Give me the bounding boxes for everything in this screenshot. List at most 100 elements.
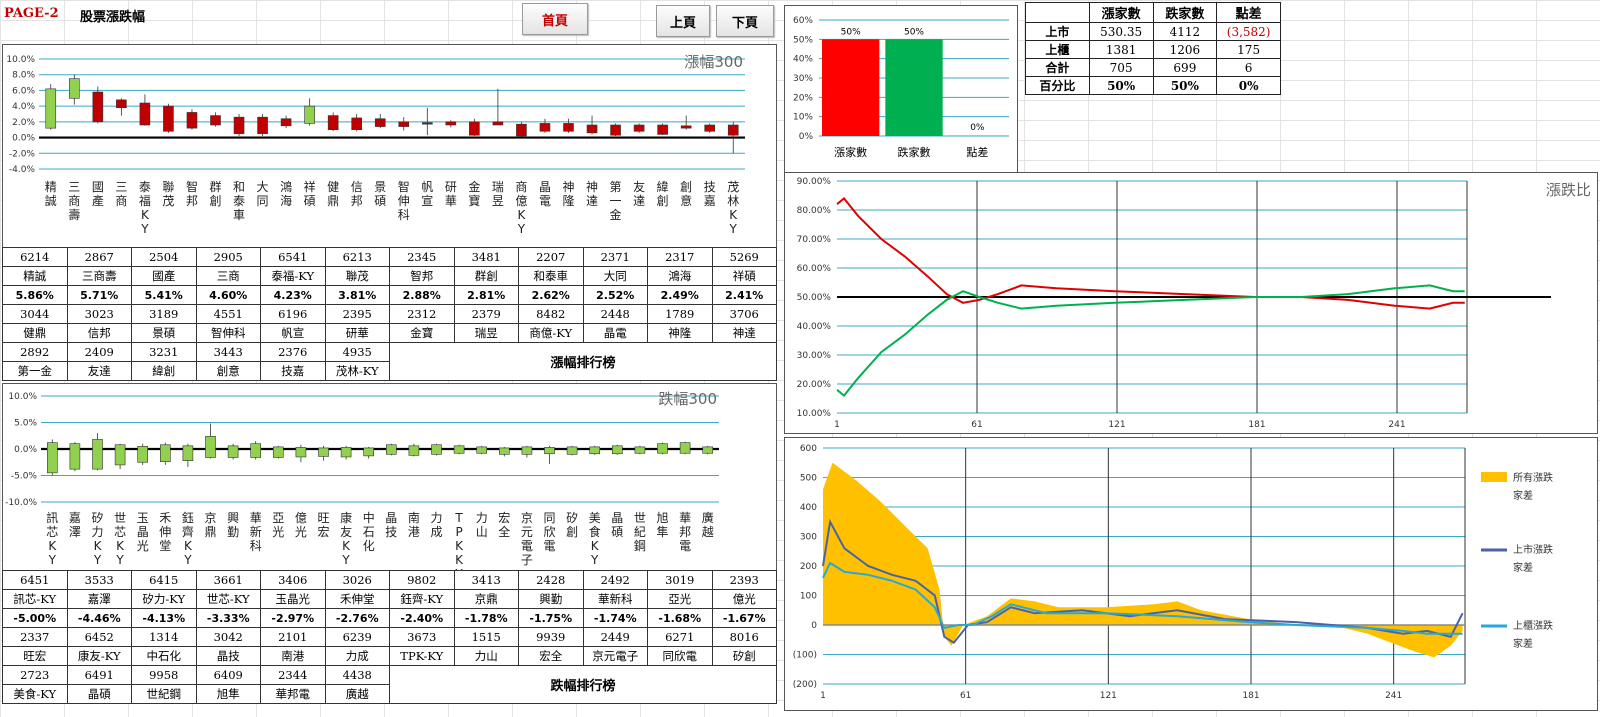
candle-body bbox=[182, 445, 194, 461]
x-category-label: 矽創 bbox=[566, 510, 578, 539]
x-category-label: 點差 bbox=[966, 145, 988, 159]
up-ratio-line bbox=[836, 196, 1465, 310]
fall-ranking-table: 6451 3533 6415 3661 3406 3026 9802 3413 2428 2492… bbox=[2, 570, 777, 704]
x-category-label: 亞光 bbox=[272, 511, 284, 539]
candle-body bbox=[544, 447, 555, 455]
stock-code-cell: 2892 bbox=[2, 342, 68, 362]
down-count-cell: 699 bbox=[1152, 58, 1218, 77]
stock-name-cell: 瑞昱 bbox=[453, 323, 519, 343]
stock-name-cell: 旭隼 bbox=[195, 684, 261, 704]
candle-body bbox=[69, 443, 81, 470]
table-row: 第一金 友達 緯創 創意 技嘉 茂林-KY bbox=[2, 361, 777, 381]
stock-name-cell: 宏全 bbox=[518, 646, 584, 666]
candle-body bbox=[272, 446, 284, 458]
x-category-label: 泰福 K Y bbox=[139, 180, 151, 236]
candle-body bbox=[351, 117, 363, 131]
candle-body bbox=[492, 121, 504, 126]
down-count-cell: 4112 bbox=[1152, 22, 1218, 41]
stock-name-cell: 力山 bbox=[453, 646, 519, 666]
candle-body bbox=[469, 121, 480, 136]
x-category-label: 廣越 bbox=[702, 511, 714, 539]
stock-name-cell: 世紀鋼 bbox=[131, 684, 197, 704]
change-pct-cell: 2.62% bbox=[518, 285, 584, 305]
stock-code-cell: 4438 bbox=[324, 665, 390, 685]
home-button[interactable]: 首頁 bbox=[522, 3, 588, 35]
x-category-label: 旭隼 bbox=[656, 511, 668, 539]
page-title: 股票漲跌幅 bbox=[80, 10, 146, 25]
down-ratio-line bbox=[836, 284, 1465, 398]
y-tick-label: 5.0% bbox=[14, 419, 37, 429]
stock-name-cell: 興勤 bbox=[518, 589, 584, 609]
bar bbox=[822, 39, 880, 137]
stock-code-cell: 3481 bbox=[453, 247, 519, 267]
rise-ranking-table: 6214 2867 2504 2905 6541 6213 2345 3481 2207 2371… bbox=[2, 247, 777, 381]
stock-name-cell: 信邦 bbox=[66, 323, 132, 343]
y-tick-label: (100) bbox=[793, 651, 817, 661]
x-category-label: 宏全 bbox=[498, 510, 510, 539]
x-category-label: 健鼎 bbox=[327, 180, 339, 208]
stock-code-cell: 2101 bbox=[260, 627, 326, 647]
x-category-label: 玉晶光 bbox=[137, 511, 149, 553]
x-category-label: 力山 bbox=[476, 511, 488, 539]
change-pct-cell: -5.00% bbox=[2, 608, 68, 628]
table-row: 美食-KY 晶碩 世紀鋼 旭隼 華邦電 廣越 bbox=[2, 684, 777, 704]
y-tick-label: 10.00% bbox=[797, 409, 832, 419]
x-category-label: 神達 bbox=[586, 180, 598, 208]
x-category-label: 聯茂 bbox=[162, 180, 174, 208]
stock-code-cell: 9958 bbox=[131, 665, 197, 685]
stock-code-cell: 2207 bbox=[518, 247, 584, 267]
rise-chart-panel: 10.0% 8.0% 6.0% 4.0% 2.0% 0.0% -2.0% -4.0% 漲幅300… bbox=[2, 44, 777, 248]
table-row: 3044 3023 3189 4551 6196 2395 2312 2379 8482 2448… bbox=[2, 304, 777, 324]
x-category-label: 信邦 bbox=[351, 180, 363, 208]
x-category-label: 禾伸堂 bbox=[159, 511, 171, 553]
candle-body bbox=[116, 99, 127, 109]
x-category-label: 華邦電 bbox=[679, 511, 691, 553]
table-row: 5.86% 5.71% 5.41% 4.60% 4.23% 3.81% 2.88% 2.81%… bbox=[2, 285, 777, 305]
candle-body bbox=[566, 446, 578, 455]
stock-name-cell: 三商 bbox=[195, 266, 261, 286]
prev-page-button[interactable]: 上頁 bbox=[656, 5, 710, 37]
y-tick-label: 40% bbox=[793, 55, 813, 65]
next-page-button[interactable]: 下頁 bbox=[716, 5, 774, 37]
legend-swatch bbox=[1481, 472, 1507, 482]
x-category-label: 精誠 bbox=[45, 180, 57, 208]
diff-cell: 6 bbox=[1216, 58, 1281, 77]
candle-body bbox=[227, 445, 239, 458]
change-pct-cell: -3.33% bbox=[195, 608, 261, 628]
chart-title: 漲幅300 bbox=[684, 53, 743, 71]
stock-code-cell: 4551 bbox=[195, 304, 261, 324]
stock-name-cell: 智邦 bbox=[389, 266, 455, 286]
candle-body bbox=[385, 444, 397, 455]
candle-body bbox=[398, 121, 410, 127]
stock-name-cell: 智伸科 bbox=[195, 323, 261, 343]
stock-code-cell: 2312 bbox=[389, 304, 455, 324]
change-pct-cell: -1.68% bbox=[647, 608, 713, 628]
x-category-label: 漲家數 bbox=[834, 145, 867, 159]
table-row: 合計 705 699 6 bbox=[1025, 58, 1281, 77]
candle-body bbox=[340, 447, 352, 458]
table-row: 訊芯-KY 嘉澤 矽力-KY 世芯-KY 玉晶光 禾伸堂 鈺齊-KY 京鼎 興勤 華新科 亞光 億光 bbox=[2, 589, 777, 609]
candle-body bbox=[318, 447, 329, 457]
x-category-label: 三商 bbox=[115, 180, 127, 208]
x-category-label: 矽力 K Y bbox=[91, 510, 103, 567]
table-row: 2337 6452 1314 3042 2101 6239 3673 1515 9939 2449… bbox=[2, 627, 777, 647]
stock-name-cell: 力成 bbox=[324, 646, 390, 666]
stock-code-cell: 6491 bbox=[66, 665, 132, 685]
candle-body bbox=[633, 124, 645, 132]
y-tick-label: 40.00% bbox=[797, 322, 832, 332]
stock-name-cell: 玉晶光 bbox=[260, 589, 326, 609]
candle-body bbox=[114, 444, 126, 466]
stock-code-cell: 3413 bbox=[453, 570, 519, 590]
data-label: 50% bbox=[841, 27, 861, 37]
change-pct-cell: -4.46% bbox=[66, 608, 132, 628]
candle-body bbox=[205, 435, 216, 458]
table-row: 2892 2409 3231 3443 2376 4935 漲幅排行榜 bbox=[2, 342, 777, 381]
x-category-label: 智邦 bbox=[186, 179, 198, 208]
x-category-label: 和泰車 bbox=[233, 180, 245, 222]
up-count-cell: 1381 bbox=[1088, 40, 1154, 59]
candle-body bbox=[137, 446, 148, 463]
stock-name-cell: 晶技 bbox=[195, 646, 261, 666]
up-count-cell: 50% bbox=[1088, 76, 1154, 95]
stock-name-cell: 同欣電 bbox=[647, 646, 713, 666]
x-category-label: 同欣電 bbox=[543, 511, 555, 553]
